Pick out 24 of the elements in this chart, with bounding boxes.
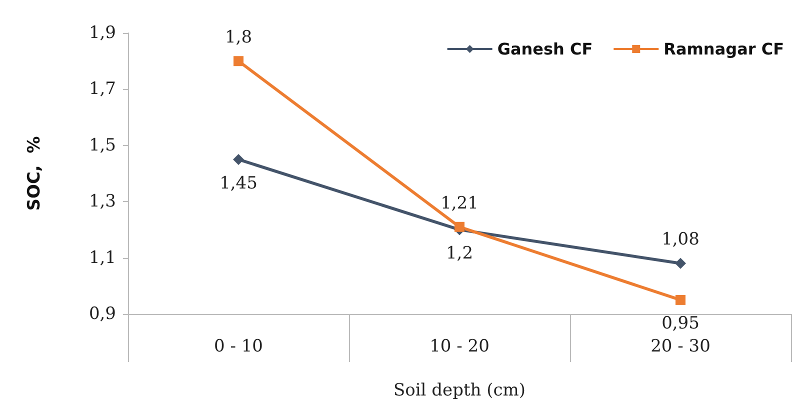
y-tick-label: 1,1 xyxy=(88,248,116,268)
data-label: 1,8 xyxy=(224,28,252,48)
data-label: 1,2 xyxy=(446,244,474,264)
point xyxy=(454,222,464,232)
y-tick-label: 1,3 xyxy=(88,192,116,212)
legend-label: Ramnagar CF xyxy=(664,40,784,58)
data-label: 0,95 xyxy=(662,313,700,334)
x-axis-title: Soil depth (cm) xyxy=(393,380,526,400)
x-tick-label: 0 - 10 xyxy=(214,336,263,356)
x-tick-label: 10 - 20 xyxy=(430,336,490,356)
y-tick-label: 1,5 xyxy=(88,135,116,156)
data-label: 1,08 xyxy=(662,229,700,250)
data-label: 1,21 xyxy=(440,193,478,214)
data-label: 1,45 xyxy=(220,173,258,194)
y-tick-label: 1,9 xyxy=(88,23,116,43)
legend-label: Ganesh CF xyxy=(497,40,593,58)
y-tick-label: 1,7 xyxy=(88,79,116,100)
point xyxy=(234,56,244,66)
x-tick-label: 20 - 30 xyxy=(650,336,710,356)
point xyxy=(233,154,244,165)
y-axis-title: SOC, % xyxy=(24,136,44,211)
point xyxy=(676,294,686,305)
point xyxy=(675,258,686,269)
y-tick-label: 0,9 xyxy=(88,304,116,324)
